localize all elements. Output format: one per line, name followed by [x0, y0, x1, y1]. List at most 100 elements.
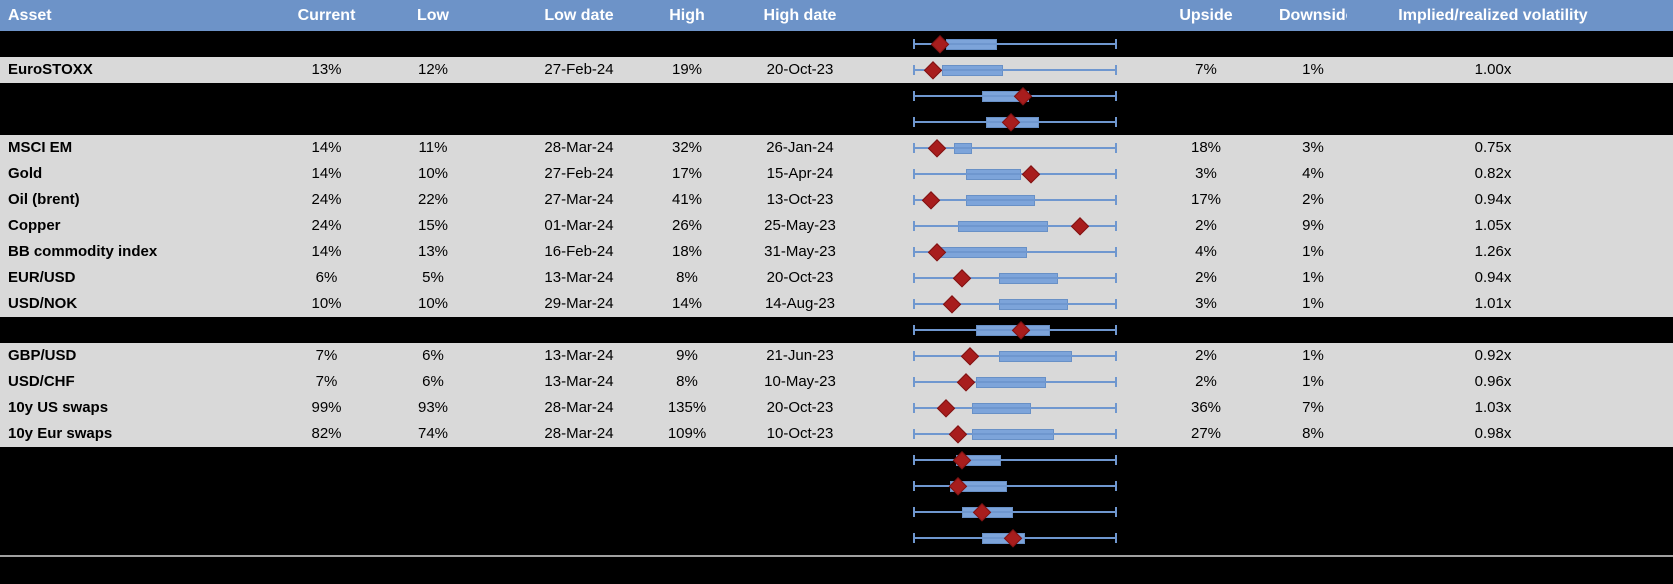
boxplot-cell[interactable]	[881, 317, 1133, 343]
cell-downside[interactable]: 9%	[1302, 217, 1324, 234]
col-header-low[interactable]: Low	[417, 7, 449, 24]
cell-current[interactable]: 13%	[311, 61, 342, 78]
cell-low-date[interactable]: 16-Feb-24	[544, 243, 614, 260]
cell-high-date[interactable]: 13-Oct-23	[766, 191, 834, 208]
cell-low-date[interactable]: 13-Mar-24	[544, 373, 614, 390]
cell-low-date[interactable]: 13-Mar-24	[544, 269, 614, 286]
cell-high-date[interactable]: 15-Apr-24	[766, 165, 834, 182]
cell-high-date[interactable]: 14-Aug-23	[764, 295, 836, 312]
boxplot-cell[interactable]	[881, 343, 1133, 369]
cell-upside[interactable]: 3%	[1195, 165, 1217, 182]
cell-vol[interactable]: 1.05x	[1474, 217, 1512, 234]
cell-upside[interactable]: 4%	[1195, 243, 1217, 260]
boxplot-cell[interactable]	[881, 109, 1133, 135]
cell-high-date[interactable]: 21-Jun-23	[766, 347, 834, 364]
cell-high[interactable]: 18%	[671, 243, 703, 260]
boxplot-cell[interactable]	[881, 291, 1133, 317]
cell-asset[interactable]: GBP/USD	[8, 347, 77, 364]
cell-high[interactable]: 17%	[671, 165, 703, 182]
cell-vol[interactable]: 0.98x	[1474, 425, 1512, 442]
cell-vol[interactable]: 1.00x	[1474, 61, 1512, 78]
cell-high[interactable]: 8%	[676, 269, 698, 286]
cell-upside[interactable]: 2%	[1195, 373, 1217, 390]
boxplot-cell[interactable]	[881, 473, 1133, 499]
col-header-high[interactable]: High	[669, 7, 705, 24]
cell-current[interactable]: 7%	[315, 347, 338, 364]
cell-asset[interactable]: 10y Eur swaps	[8, 425, 113, 442]
cell-vol[interactable]: 0.96x	[1474, 373, 1512, 390]
cell-upside[interactable]: 2%	[1195, 217, 1217, 234]
cell-low[interactable]: 10%	[417, 295, 449, 312]
cell-vol[interactable]: 1.03x	[1474, 399, 1512, 416]
cell-current[interactable]: 99%	[311, 399, 342, 416]
cell-downside[interactable]: 1%	[1302, 269, 1324, 286]
cell-high[interactable]: 14%	[671, 295, 703, 312]
cell-vol[interactable]: 0.92x	[1474, 347, 1512, 364]
cell-asset[interactable]: EuroSTOXX	[8, 61, 93, 78]
cell-high-date[interactable]: 25-May-23	[764, 217, 836, 234]
cell-current[interactable]: 82%	[311, 425, 342, 442]
cell-high[interactable]: 19%	[671, 61, 703, 78]
cell-low[interactable]: 22%	[417, 191, 449, 208]
cell-downside[interactable]: 3%	[1302, 139, 1324, 156]
cell-current[interactable]: 24%	[311, 191, 342, 208]
col-header-high-date[interactable]: High date	[763, 7, 837, 24]
cell-high-date[interactable]: 20-Oct-23	[766, 269, 834, 286]
cell-low-date[interactable]: 01-Mar-24	[544, 217, 614, 234]
cell-vol[interactable]: 0.75x	[1474, 139, 1512, 156]
cell-high[interactable]: 32%	[671, 139, 703, 156]
col-header-low-date[interactable]: Low date	[544, 7, 614, 24]
cell-high[interactable]: 135%	[667, 399, 707, 416]
cell-asset[interactable]: Copper	[8, 217, 61, 234]
boxplot-cell[interactable]	[881, 395, 1133, 421]
boxplot-cell[interactable]	[881, 187, 1133, 213]
cell-high[interactable]: 9%	[676, 347, 698, 364]
cell-low-date[interactable]: 28-Mar-24	[544, 425, 614, 442]
cell-low-date[interactable]: 13-Mar-24	[544, 347, 614, 364]
cell-downside[interactable]: 1%	[1302, 61, 1324, 78]
cell-low-date[interactable]: 28-Mar-24	[544, 139, 614, 156]
boxplot-cell[interactable]	[881, 213, 1133, 239]
cell-low-date[interactable]: 28-Mar-24	[544, 399, 614, 416]
cell-upside[interactable]: 2%	[1195, 347, 1217, 364]
cell-low[interactable]: 15%	[417, 217, 449, 234]
col-header-asset[interactable]: Asset	[8, 7, 52, 24]
boxplot-cell[interactable]	[881, 83, 1133, 109]
col-header-upside[interactable]: Upside	[1179, 7, 1233, 24]
cell-low-date[interactable]: 29-Mar-24	[544, 295, 614, 312]
cell-high-date[interactable]: 10-May-23	[764, 373, 836, 390]
cell-asset[interactable]: Oil (brent)	[8, 191, 80, 208]
col-header-implied-realized-volatility[interactable]: Implied/realized volatility	[1398, 7, 1588, 24]
cell-high-date[interactable]: 31-May-23	[764, 243, 836, 260]
cell-downside[interactable]: 4%	[1302, 165, 1324, 182]
cell-downside[interactable]: 8%	[1302, 425, 1324, 442]
boxplot-cell[interactable]	[881, 265, 1133, 291]
cell-upside[interactable]: 36%	[1190, 399, 1222, 416]
cell-low[interactable]: 93%	[417, 399, 449, 416]
cell-upside[interactable]: 17%	[1190, 191, 1222, 208]
cell-low[interactable]: 13%	[417, 243, 449, 260]
cell-downside[interactable]: 2%	[1302, 191, 1324, 208]
boxplot-cell[interactable]	[881, 421, 1133, 447]
boxplot-cell[interactable]	[881, 57, 1133, 83]
boxplot-cell[interactable]	[881, 369, 1133, 395]
col-header-chart[interactable]	[881, 0, 1133, 31]
cell-low-date[interactable]: 27-Feb-24	[544, 61, 614, 78]
cell-current[interactable]: 6%	[315, 269, 338, 286]
cell-asset[interactable]: EUR/USD	[8, 269, 76, 286]
cell-high[interactable]: 109%	[667, 425, 707, 442]
col-header-downside[interactable]: Downside	[1279, 7, 1347, 24]
cell-upside[interactable]: 27%	[1190, 425, 1222, 442]
cell-upside[interactable]: 18%	[1190, 139, 1222, 156]
cell-current[interactable]: 14%	[311, 165, 342, 182]
cell-high-date[interactable]: 20-Oct-23	[766, 61, 834, 78]
cell-low[interactable]: 6%	[422, 347, 444, 364]
cell-downside[interactable]: 1%	[1302, 347, 1324, 364]
cell-upside[interactable]: 2%	[1195, 269, 1217, 286]
cell-low[interactable]: 12%	[417, 61, 449, 78]
cell-high-date[interactable]: 20-Oct-23	[766, 399, 834, 416]
cell-downside[interactable]: 1%	[1302, 243, 1324, 260]
boxplot-cell[interactable]	[881, 31, 1133, 57]
cell-high-date[interactable]: 26-Jan-24	[766, 139, 834, 156]
cell-low[interactable]: 10%	[417, 165, 449, 182]
